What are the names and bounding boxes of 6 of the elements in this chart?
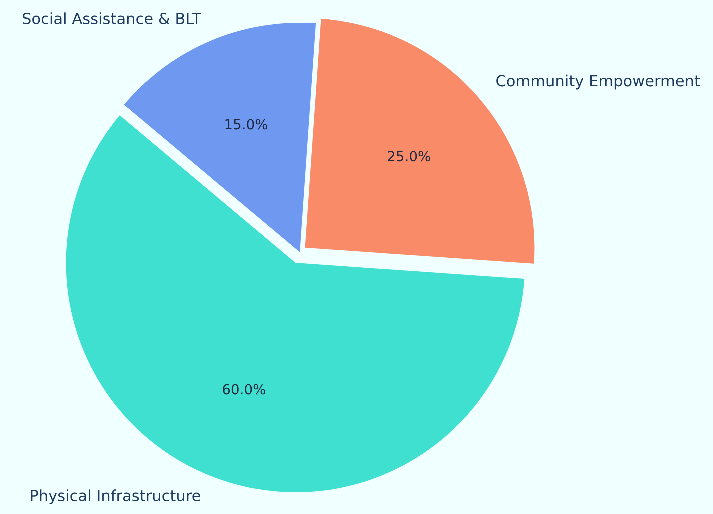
data-label: 60.0% — [223, 384, 266, 395]
slice-label: Community Empowerment — [496, 74, 700, 90]
data-label: 25.0% — [388, 151, 430, 162]
slice-label: Physical Infrastructure — [31, 490, 200, 504]
slice-label: Social Assistance & BLT — [23, 12, 202, 24]
data-label: 15.0% — [226, 119, 268, 130]
